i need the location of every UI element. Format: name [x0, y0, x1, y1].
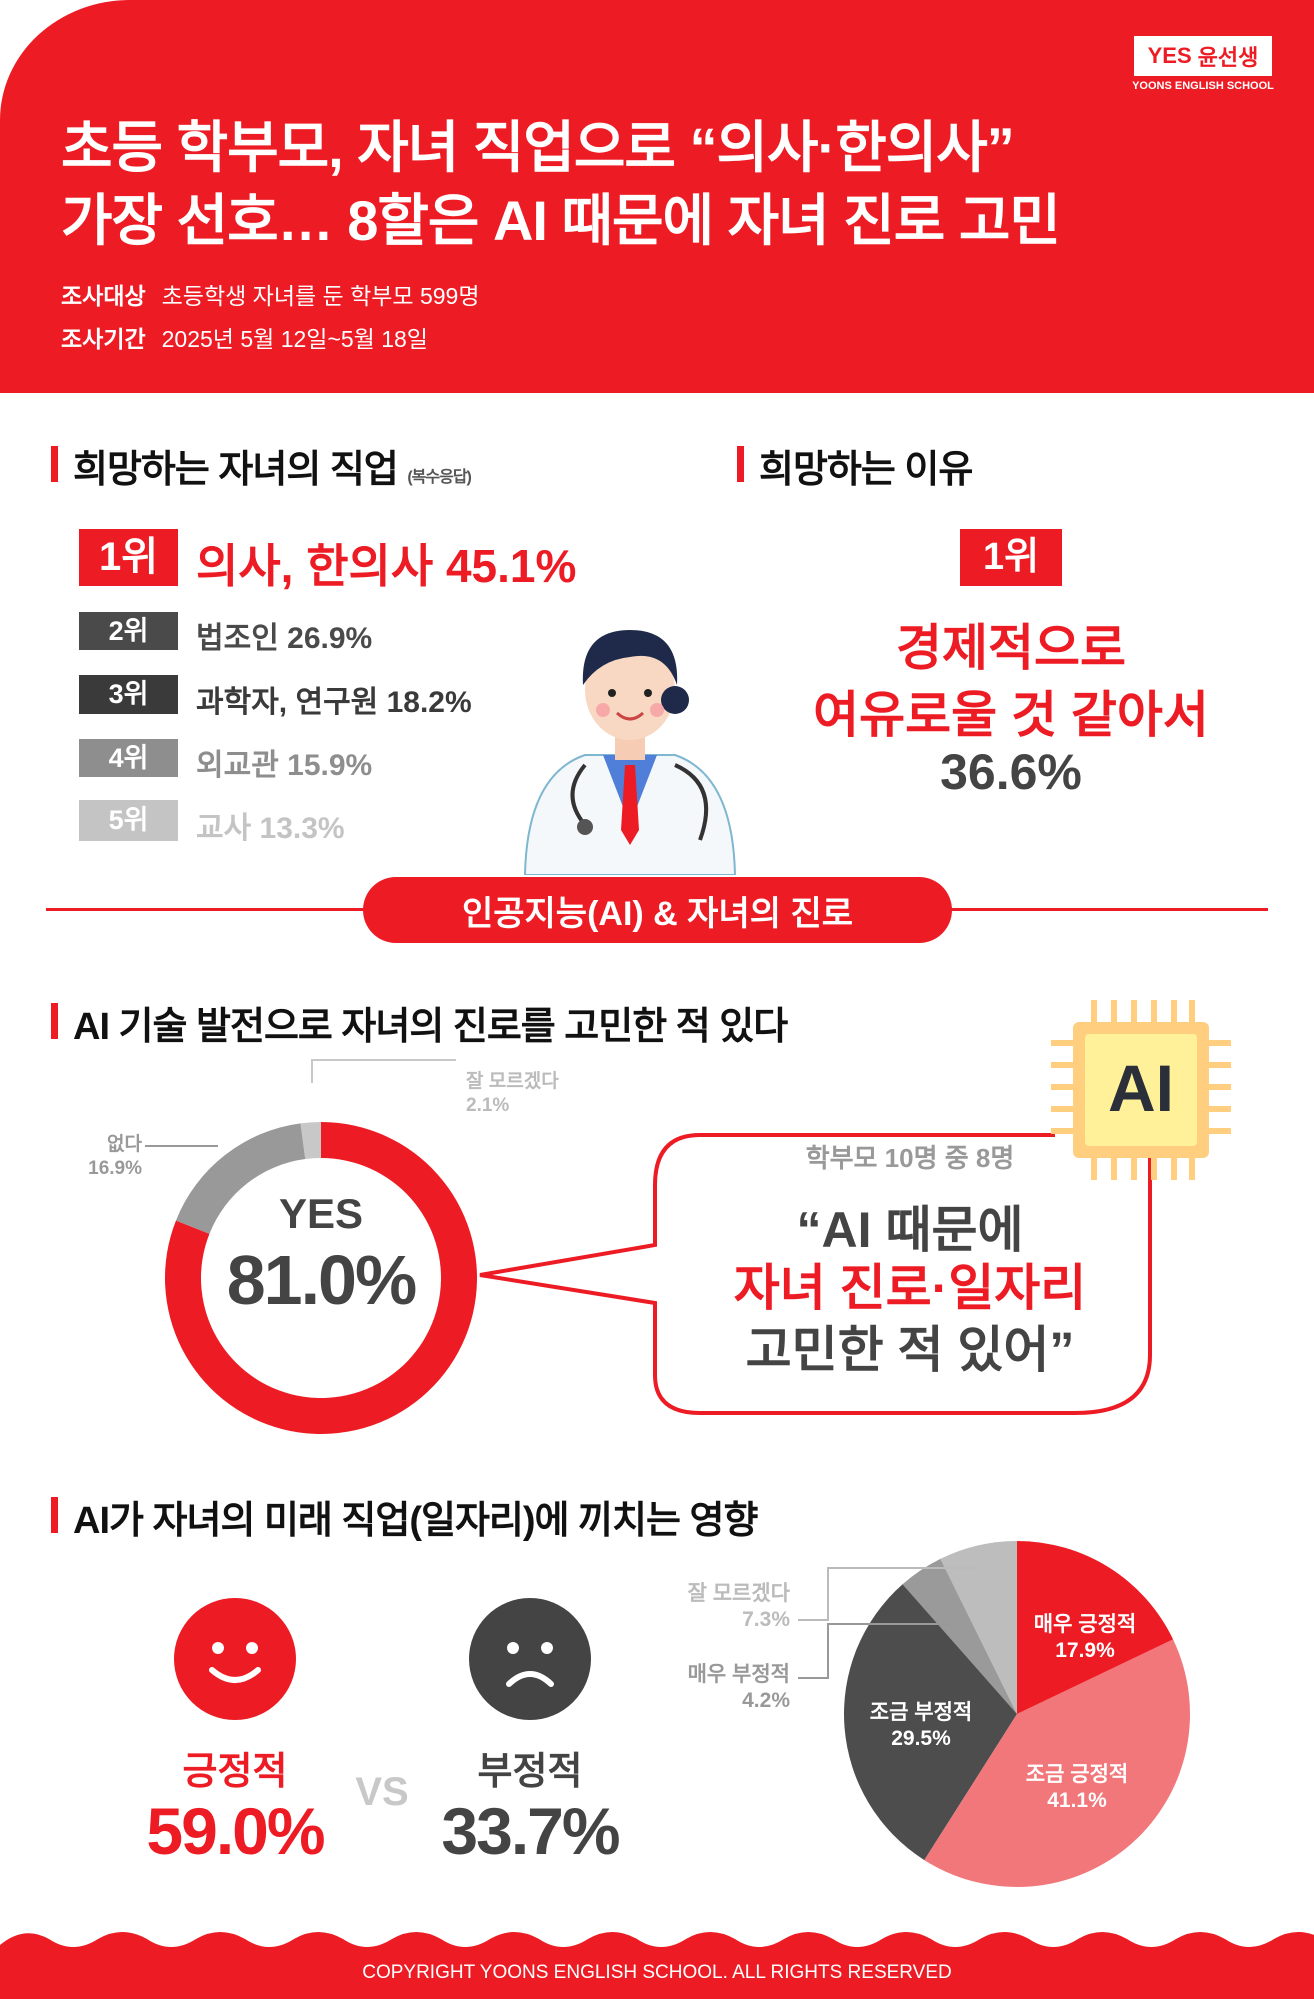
- headline-line-1: 초등 학부모, 자녀 직업으로 “의사·한의사”: [61, 116, 1015, 179]
- target-value: 초등학생 자녀를 둔 학부모 599명: [161, 283, 480, 309]
- logo-text: 윤선생: [1197, 45, 1259, 70]
- pie-label-very-positive: 매우 긍정적 17.9%: [1010, 1612, 1160, 1665]
- somewhat-negative-value: 29.5%: [891, 1727, 951, 1751]
- logo-subtitle: YOONS ENGLISH SCHOOL: [1132, 80, 1274, 92]
- impact-pie-chart: [798, 1541, 1190, 1887]
- bubble-line-1: “AI 때문에: [796, 1202, 1024, 1258]
- rank-job-label: 과학자, 연구원 18.2%: [196, 685, 472, 719]
- unknown-pie-value: 7.3%: [742, 1608, 790, 1632]
- reason-rank-badge: 1위: [960, 529, 1062, 586]
- very-negative-pie-label: 매우 부정적: [687, 1663, 790, 1686]
- donut-label-no: 없다 16.9%: [70, 1133, 142, 1181]
- rank-badge: 5위: [79, 800, 178, 841]
- footer-wave: [0, 1932, 1314, 1999]
- pie-label-very-negative: 매우 부정적 4.2%: [640, 1662, 790, 1715]
- somewhat-positive-value: 41.1%: [1047, 1789, 1107, 1813]
- header-banner: [0, 0, 1314, 393]
- bubble-subtitle: 학부모 10명 중 8명: [805, 1143, 1015, 1173]
- rank-badge: 3위: [79, 675, 178, 714]
- bubble-line-2: 자녀 진로·일자리: [733, 1260, 1087, 1316]
- somewhat-negative-label: 조금 부정적: [869, 1701, 973, 1724]
- jobs-note: (복수응답): [407, 469, 472, 486]
- unknown-pie-label: 잘 모르겠다: [687, 1582, 790, 1605]
- jobs-title-text: 희망하는 자녀의 직업: [73, 449, 399, 491]
- very-positive-value: 17.9%: [1055, 1639, 1115, 1663]
- pie-label-somewhat-negative: 조금 부정적 29.5%: [846, 1700, 996, 1753]
- jobs-section-title: 희망하는 자녀의 직업 (복수응답): [51, 438, 472, 493]
- bubble-line-3: 고민한 적 있어”: [745, 1322, 1075, 1378]
- unknown-pie-leader: [798, 1567, 980, 1621]
- logo-mark: YES: [1147, 43, 1192, 68]
- survey-target: 조사대상 초등학생 자녀를 둔 학부모 599명: [61, 277, 480, 311]
- positive-value: 59.0%: [146, 1794, 325, 1868]
- smile-icon: [174, 1598, 296, 1720]
- donut-center-label: YES: [278, 1190, 364, 1237]
- unknown-leader-line: [311, 1059, 456, 1083]
- unknown-label: 잘 모르겠다: [466, 1071, 559, 1092]
- impact-title: AI가 자녀의 미래 직업(일자리)에 끼치는 영향: [51, 1489, 758, 1544]
- negative-label: 부정적: [477, 1751, 583, 1793]
- ai-worry-title: AI 기술 발전으로 자녀의 진로를 고민한 적 있다: [51, 995, 788, 1050]
- rank-job-label: 법조인 26.9%: [196, 622, 373, 655]
- no-value: 16.9%: [88, 1157, 142, 1179]
- very-negative-pie-value: 4.2%: [742, 1689, 790, 1713]
- ai-chip-icon: [1051, 1000, 1231, 1180]
- very-positive-label: 매우 긍정적: [1033, 1613, 1137, 1636]
- target-label: 조사대상: [61, 283, 146, 309]
- reason-line-1: 경제적으로: [896, 620, 1126, 676]
- no-label: 없다: [107, 1134, 142, 1155]
- negative-value: 33.7%: [441, 1794, 620, 1868]
- period-label: 조사기간: [61, 326, 146, 352]
- pie-slice-잘-모르겠다: [300, 1122, 321, 1160]
- ai-section-pill: 인공지능(AI) & 자녀의 진로: [363, 877, 952, 943]
- headline-line-2: 가장 선호… 8할은 AI 때문에 자녀 진로 고민: [61, 189, 1061, 252]
- pie-label-somewhat-positive: 조금 긍정적 41.1%: [1002, 1762, 1152, 1815]
- unknown-value: 2.1%: [466, 1094, 510, 1116]
- rank-job-label: 의사, 한의사 45.1%: [196, 539, 577, 592]
- speech-bubble: [479, 1133, 1152, 1415]
- ai-chip-label: AI: [1108, 1051, 1174, 1125]
- rank-job-label: 교사 13.3%: [196, 811, 345, 845]
- reason-section-title: 희망하는 이유: [737, 438, 973, 493]
- pie-slice-매우-부정적: [902, 1558, 1017, 1714]
- survey-period: 조사기간 2025년 5월 12일~5월 18일: [61, 320, 428, 354]
- very-negative-pie-leader: [798, 1623, 970, 1679]
- frown-icon: [469, 1598, 591, 1720]
- footer-copyright: COPYRIGHT YOONS ENGLISH SCHOOL. ALL RIGH…: [362, 1962, 952, 1983]
- pie-slice-조금-긍정적: [924, 1639, 1190, 1887]
- doctor-illustration: [523, 630, 737, 875]
- pie-label-unknown: 잘 모르겠다 7.3%: [640, 1581, 790, 1634]
- pie-slice-잘-모르겠다: [940, 1541, 1017, 1714]
- donut-center-value: 81.0%: [226, 1241, 417, 1319]
- donut-label-unknown: 잘 모르겠다 2.1%: [466, 1070, 559, 1118]
- reason-value: 36.6%: [940, 744, 1082, 800]
- reason-line-2: 여유로울 것 같아서: [813, 687, 1209, 743]
- somewhat-positive-label: 조금 긍정적: [1025, 1763, 1129, 1786]
- period-value: 2025년 5월 12일~5월 18일: [161, 326, 428, 352]
- rank-job-label: 외교관 15.9%: [196, 749, 373, 782]
- rank-badge: 2위: [79, 612, 178, 650]
- rank-badge: 4위: [79, 739, 178, 777]
- vs-label: VS: [355, 1770, 409, 1814]
- logo: YES 윤선생: [1134, 36, 1272, 76]
- pie-slice-없다: [175, 1123, 306, 1234]
- rank-badge: 1위: [79, 529, 178, 586]
- pie-slice-매우-긍정적: [1017, 1541, 1174, 1714]
- positive-label: 긍정적: [182, 1751, 288, 1793]
- pie-slice-조금-부정적: [844, 1584, 1017, 1861]
- ai-worry-donut-chart: [145, 1059, 477, 1434]
